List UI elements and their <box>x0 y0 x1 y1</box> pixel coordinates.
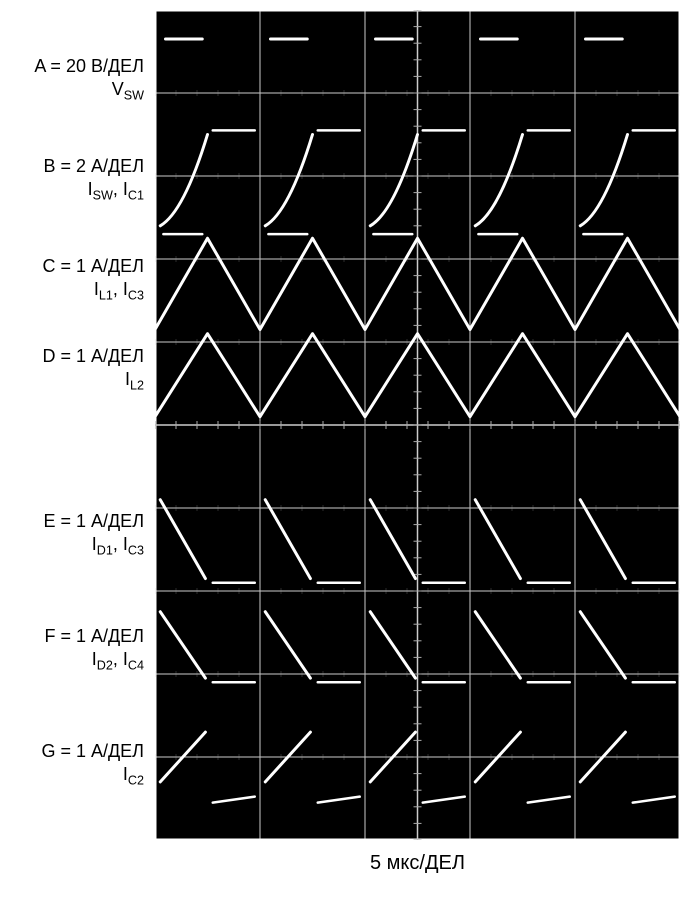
label-b-signal: ISW, IC1 <box>43 178 144 204</box>
label-f-signal: ID2, IC4 <box>44 648 144 674</box>
label-g-signal: IC2 <box>41 763 144 789</box>
label-c-signal: IL1, IC3 <box>42 278 144 304</box>
x-axis-label: 5 мкс/ДЕЛ <box>155 852 680 875</box>
label-a-signal: VSW <box>34 78 144 104</box>
label-d: D = 1 А/ДЕЛ IL2 <box>42 345 144 394</box>
label-e: E = 1 А/ДЕЛ ID1, IC3 <box>43 510 144 559</box>
label-a: A = 20 В/ДЕЛ VSW <box>34 55 144 104</box>
label-d-scale: D = 1 А/ДЕЛ <box>42 345 144 368</box>
label-g: G = 1 А/ДЕЛ IC2 <box>41 740 144 789</box>
label-c: C = 1 А/ДЕЛ IL1, IC3 <box>42 255 144 304</box>
trace-labels: A = 20 В/ДЕЛ VSW B = 2 А/ДЕЛ ISW, IC1 C … <box>0 0 150 840</box>
label-b-scale: B = 2 А/ДЕЛ <box>43 155 144 178</box>
label-e-signal: ID1, IC3 <box>43 533 144 559</box>
label-e-scale: E = 1 А/ДЕЛ <box>43 510 144 533</box>
label-f-scale: F = 1 А/ДЕЛ <box>44 625 144 648</box>
label-f: F = 1 А/ДЕЛ ID2, IC4 <box>44 625 144 674</box>
label-a-scale: A = 20 В/ДЕЛ <box>34 55 144 78</box>
label-b: B = 2 А/ДЕЛ ISW, IC1 <box>43 155 144 204</box>
scope-svg <box>155 10 680 840</box>
oscilloscope-screen <box>155 10 680 840</box>
label-g-scale: G = 1 А/ДЕЛ <box>41 740 144 763</box>
label-d-signal: IL2 <box>42 368 144 394</box>
label-c-scale: C = 1 А/ДЕЛ <box>42 255 144 278</box>
